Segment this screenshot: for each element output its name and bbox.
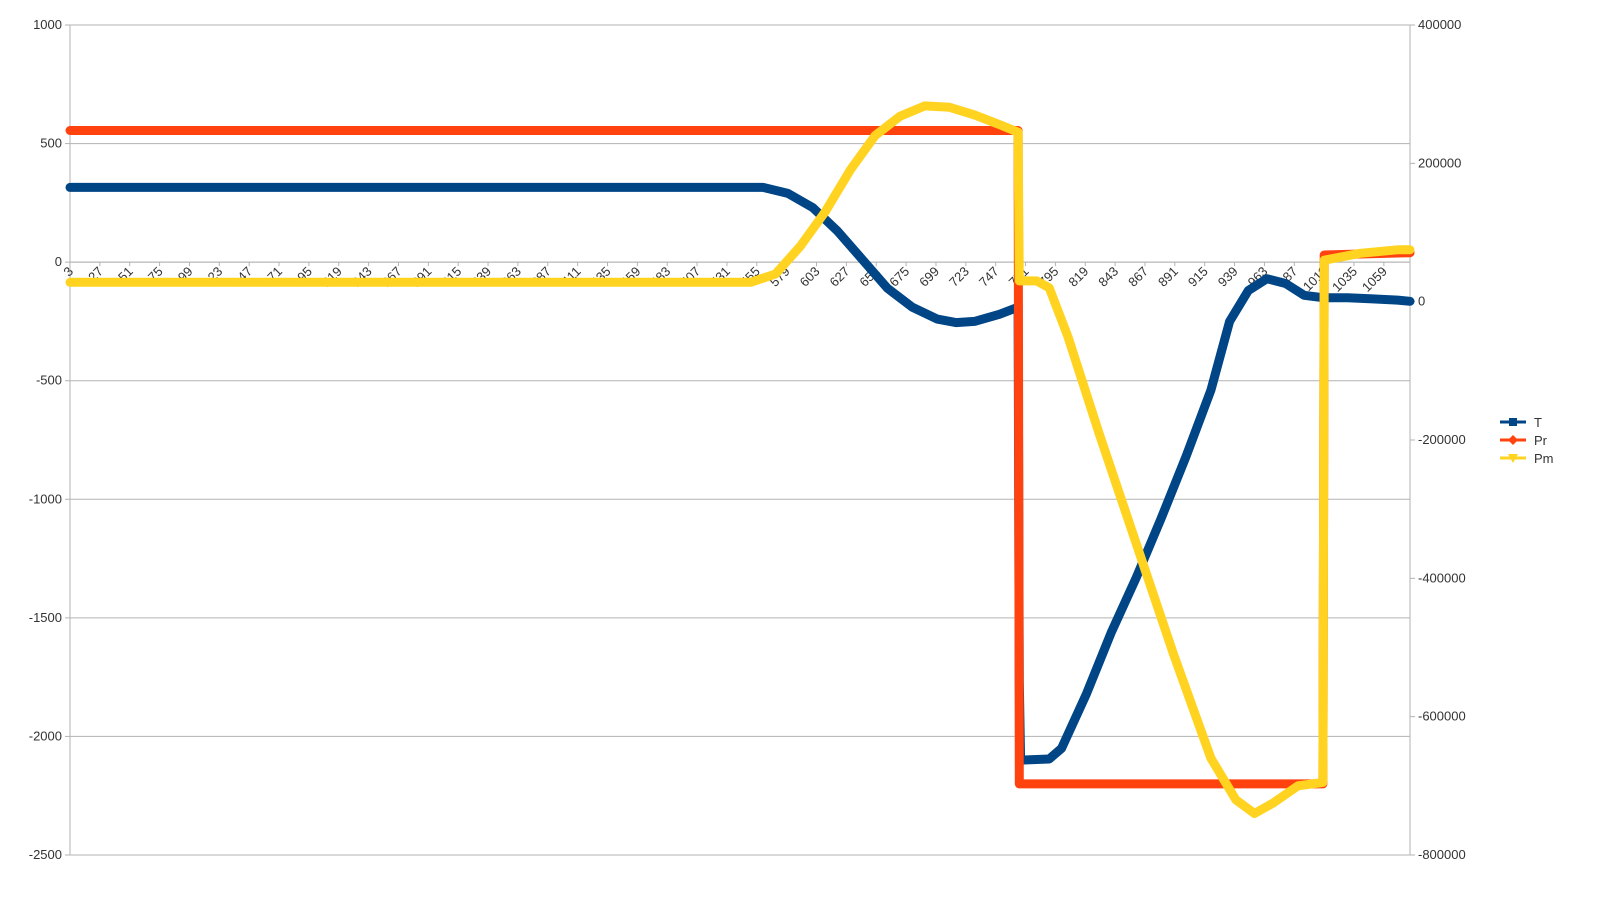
right-axis-tick-label: 400000	[1418, 17, 1461, 32]
legend-label: Pm	[1534, 451, 1554, 466]
x-axis-tick-label: 843	[1095, 264, 1121, 290]
x-axis-tick-label: 747	[976, 264, 1002, 290]
x-axis-tick-label: 603	[797, 264, 823, 290]
right-axis-tick-label: -200000	[1418, 432, 1466, 447]
series-connector-Pr	[70, 129, 1411, 785]
x-axis-tick-label: 867	[1125, 264, 1151, 290]
legend-label: Pr	[1534, 433, 1548, 448]
x-axis-tick-label: 915	[1185, 264, 1211, 290]
right-axis-tick-label: -600000	[1418, 709, 1466, 724]
right-axis-tick-label: -800000	[1418, 847, 1466, 862]
x-axis-tick-label: 699	[916, 264, 942, 290]
x-axis-tick-label: 3	[60, 264, 76, 280]
legend-item-T: T	[1500, 415, 1542, 430]
legend-marker-diamond	[1508, 435, 1518, 445]
left-axis-tick-labels: 1000 500 0 -500 -1000 -1500 -2000 -2500	[29, 17, 62, 862]
series-lines	[65, 101, 1415, 818]
left-axis-tick-label: 500	[40, 136, 62, 151]
legend: T Pr Pm	[1500, 415, 1554, 466]
left-axis-tick-label: -1500	[29, 610, 62, 625]
right-axis-tick-label: 0	[1418, 294, 1425, 309]
left-axis-tick-label: 1000	[33, 17, 62, 32]
legend-item-Pm: Pm	[1500, 451, 1554, 466]
right-axis-tick-label: -400000	[1418, 570, 1466, 585]
x-axis-tick-label: 723	[946, 264, 972, 290]
series-connector-T	[70, 186, 1411, 762]
axes	[65, 24, 1415, 856]
left-axis-tick-label: -2500	[29, 847, 62, 862]
x-axis-tick-label: 891	[1155, 264, 1181, 290]
left-axis-tick-label: -500	[36, 373, 62, 388]
x-axis-tick-label: 1059	[1359, 264, 1390, 295]
left-axis-tick-label: -2000	[29, 728, 62, 743]
legend-marker-square	[1509, 418, 1517, 426]
legend-item-Pr: Pr	[1500, 433, 1548, 448]
series-connector-Pm	[70, 104, 1410, 815]
left-axis-tick-label: -1000	[29, 491, 62, 506]
x-axis-tick-label: 1035	[1329, 264, 1360, 295]
legend-marker-triangle	[1508, 454, 1518, 463]
gridlines	[70, 24, 1410, 856]
left-axis-tick-label: 0	[55, 254, 62, 269]
legend-label: T	[1534, 415, 1542, 430]
x-axis-tick-label: 939	[1215, 264, 1241, 290]
x-axis-tick-label: 819	[1065, 264, 1091, 290]
series-line-Pm	[65, 101, 1415, 818]
series-line-Pr	[65, 126, 1415, 789]
x-axis-tick-label: 627	[827, 264, 853, 290]
right-axis-tick-label: 200000	[1418, 155, 1461, 170]
right-axis-tick-labels: 400000 200000 0 -200000 -400000 -600000 -80000…	[1418, 17, 1466, 862]
